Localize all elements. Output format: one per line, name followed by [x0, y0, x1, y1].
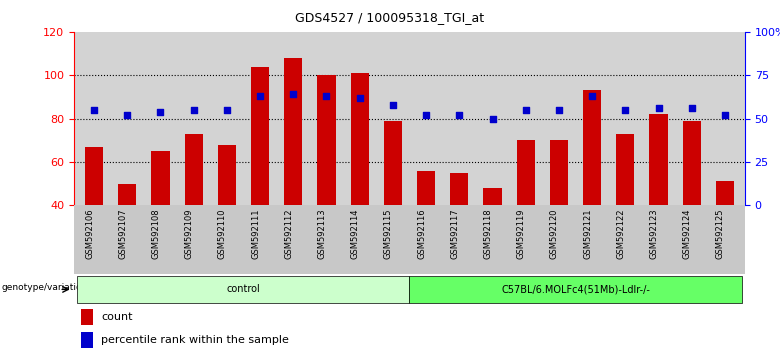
Bar	[218, 144, 236, 205]
Bar	[384, 121, 402, 205]
Bar	[682, 121, 701, 205]
Text: GSM592121: GSM592121	[583, 209, 592, 259]
Bar	[185, 134, 203, 205]
Text: control: control	[226, 284, 261, 295]
Point	[718, 112, 731, 118]
Bar	[616, 134, 634, 205]
Point	[420, 112, 432, 118]
Text: GSM592125: GSM592125	[716, 209, 725, 259]
Bar	[450, 173, 469, 205]
Text: GSM592110: GSM592110	[218, 209, 227, 259]
Bar	[81, 309, 93, 325]
Point	[187, 107, 200, 113]
Point	[154, 109, 167, 114]
Text: C57BL/6.MOLFc4(51Mb)-Ldlr-/-: C57BL/6.MOLFc4(51Mb)-Ldlr-/-	[501, 284, 650, 295]
Text: GSM592106: GSM592106	[85, 209, 94, 259]
Text: GSM592123: GSM592123	[650, 209, 658, 259]
FancyBboxPatch shape	[410, 276, 742, 303]
Point	[652, 105, 665, 111]
Bar	[516, 140, 535, 205]
Bar	[417, 171, 435, 205]
Bar	[118, 184, 136, 205]
Bar	[650, 114, 668, 205]
Text: GSM592120: GSM592120	[550, 209, 559, 259]
Point	[453, 112, 466, 118]
Bar	[350, 73, 369, 205]
Bar	[317, 75, 335, 205]
Point	[586, 93, 598, 99]
Point	[486, 116, 498, 121]
Bar	[484, 188, 502, 205]
Text: GSM592107: GSM592107	[119, 209, 127, 259]
Text: GSM592122: GSM592122	[616, 209, 626, 259]
Text: GSM592115: GSM592115	[384, 209, 393, 259]
Point	[553, 107, 566, 113]
Bar	[284, 58, 303, 205]
Point	[287, 91, 300, 97]
Point	[321, 93, 333, 99]
Bar	[583, 90, 601, 205]
FancyBboxPatch shape	[77, 276, 410, 303]
Text: percentile rank within the sample: percentile rank within the sample	[101, 335, 289, 345]
Text: count: count	[101, 312, 133, 322]
Text: GSM592118: GSM592118	[484, 209, 492, 259]
Text: GSM592117: GSM592117	[450, 209, 459, 259]
Text: GSM592119: GSM592119	[516, 209, 526, 259]
Bar	[251, 67, 269, 205]
Text: GSM592114: GSM592114	[351, 209, 360, 259]
Point	[221, 107, 233, 113]
Text: GSM592111: GSM592111	[251, 209, 260, 259]
Text: GSM592116: GSM592116	[417, 209, 426, 259]
Text: GSM592108: GSM592108	[151, 209, 161, 259]
Point	[519, 107, 532, 113]
Text: GSM592109: GSM592109	[185, 209, 193, 259]
Text: GSM592113: GSM592113	[317, 209, 327, 259]
Bar	[81, 332, 93, 348]
Bar	[85, 147, 103, 205]
Bar	[151, 151, 169, 205]
Text: GSM592112: GSM592112	[284, 209, 293, 259]
Point	[619, 107, 632, 113]
Text: genotype/variation: genotype/variation	[2, 284, 87, 292]
Bar	[716, 182, 734, 205]
Point	[686, 105, 698, 111]
Text: GSM592124: GSM592124	[682, 209, 692, 259]
Text: GDS4527 / 100095318_TGI_at: GDS4527 / 100095318_TGI_at	[296, 11, 484, 24]
Point	[121, 112, 133, 118]
Point	[254, 93, 266, 99]
Point	[88, 107, 101, 113]
Bar	[550, 140, 568, 205]
Point	[353, 95, 366, 101]
Point	[387, 102, 399, 108]
